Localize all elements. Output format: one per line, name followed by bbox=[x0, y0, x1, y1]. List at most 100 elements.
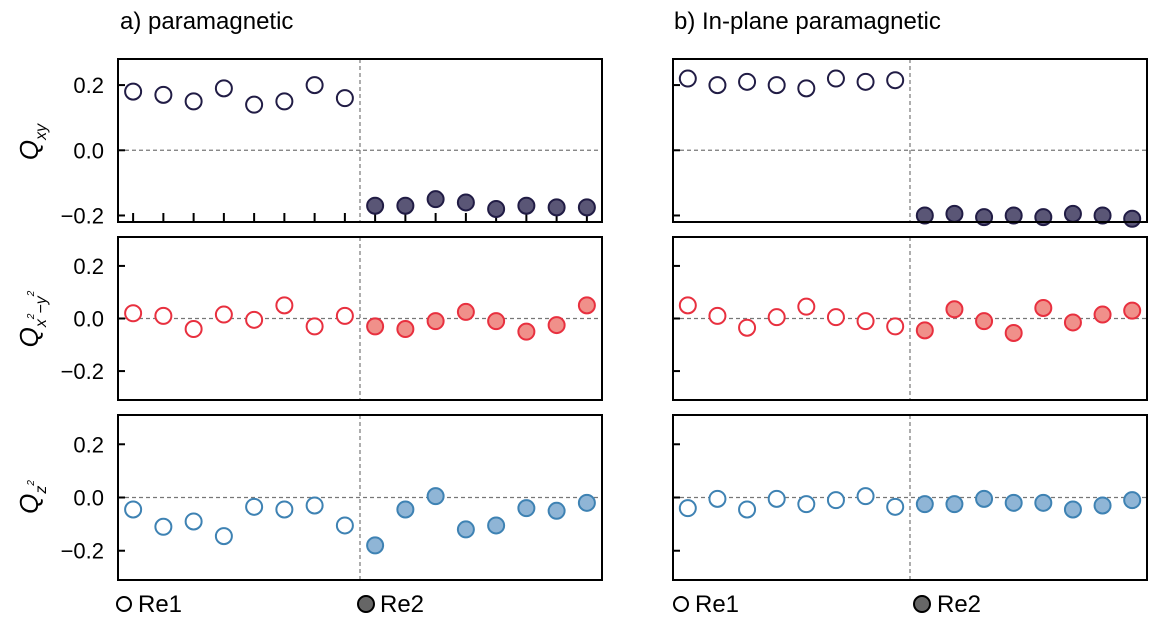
panel-b-qx2y2-re2-point bbox=[1004, 323, 1023, 342]
panel-b-qx2y2-re1-point bbox=[708, 306, 727, 325]
legend-label-re1-a: Re1 bbox=[138, 591, 182, 618]
panel-a-title: a) paramagnetic bbox=[120, 8, 293, 35]
panel-a-qxy-re1-point bbox=[245, 95, 264, 114]
panel-a-qz2-re2-point bbox=[547, 501, 566, 520]
panel-a-qxy-re1-point bbox=[124, 82, 143, 101]
panel-b-qx2y2-re2-point bbox=[975, 312, 994, 331]
panel-a-qxy-ytick-label: −0.2 bbox=[61, 203, 104, 228]
panel-a-qz2-re2-point bbox=[577, 493, 596, 512]
panel-a-qz2-re1-point bbox=[305, 496, 324, 515]
panel-a-qxy-frame bbox=[117, 58, 603, 223]
panel-b-qxy-re2-point bbox=[1004, 206, 1023, 225]
panel-a-qx2y2-re1-point bbox=[245, 310, 264, 329]
ylabel-qx2y2: Qx2−y2 bbox=[14, 290, 50, 347]
panel-b-qx2y2-re1-point bbox=[797, 297, 816, 316]
panel-b-qx2y2-re2-point bbox=[945, 300, 964, 319]
panel-b-qz2-re1-point bbox=[708, 489, 727, 508]
panel-b-qxy-re1-point bbox=[826, 69, 845, 88]
panel-b-qz2-re2-point bbox=[1004, 493, 1023, 512]
panel-b-qxy-re1-point bbox=[797, 79, 816, 98]
panel-a-qz2-re2-point bbox=[487, 516, 506, 535]
panel-b-qx2y2-re2-point bbox=[1093, 305, 1112, 324]
legend-label-re2-b: Re2 bbox=[937, 591, 981, 618]
panel-a-qz2-re2-point bbox=[456, 520, 475, 539]
panel-b-qxy-re2-point bbox=[1063, 204, 1082, 223]
panel-b-qz2-frame bbox=[672, 414, 1148, 581]
panel-a-qx2y2-re2-point bbox=[456, 302, 475, 321]
panel-b-qz2-re1-point bbox=[797, 495, 816, 514]
ylabel-qz2: Qz2 bbox=[14, 480, 50, 514]
panel-a-qx2y2-ytick-label: −0.2 bbox=[61, 359, 104, 384]
panel-a-qz2-re1-point bbox=[214, 527, 233, 546]
panel-a-qz2-re1-point bbox=[275, 500, 294, 519]
panel-a-qx2y2-re2-point bbox=[366, 317, 385, 336]
panel-b-qz2-re1-point bbox=[856, 487, 875, 506]
ylabel-qxy: Qxy bbox=[14, 123, 50, 160]
panel-a-qz2-re1-point bbox=[124, 500, 143, 519]
panel-a-qx2y2-re1-point bbox=[275, 296, 294, 315]
panel-a-qz2-re1-point bbox=[154, 517, 173, 536]
panel-b-qx2y2-re2-point bbox=[1034, 298, 1053, 317]
panel-a-qz2-re2-point bbox=[396, 500, 415, 519]
panel-a-qx2y2-frame bbox=[117, 236, 603, 401]
panel-b-qz2-re2-point bbox=[1123, 491, 1142, 510]
panel-a-qz2-re1-point bbox=[335, 516, 354, 535]
panel-b-qz2-re1-point bbox=[826, 491, 845, 510]
panel-a-qz2-re2-point bbox=[517, 499, 536, 518]
panel-b-qx2y2-re1-point bbox=[856, 312, 875, 331]
panel-b-qx2y2-re1-point bbox=[767, 308, 786, 327]
panel-b-qz2-re1-point bbox=[886, 497, 905, 516]
panel-a-qx2y2-re2-point bbox=[517, 322, 536, 341]
panel-a-qx2y2-re1-point bbox=[305, 317, 324, 336]
legend-label-re1-b: Re1 bbox=[695, 591, 739, 618]
panel-a-qx2y2-ytick-label: 0.2 bbox=[73, 254, 104, 279]
legend-marker-re2-a bbox=[357, 595, 375, 613]
panel-a-qx2y2-re1-point bbox=[124, 304, 143, 323]
panel-a-qz2-ytick-label: 0.2 bbox=[73, 432, 104, 457]
panel-b-qxy-re1-point bbox=[738, 72, 757, 91]
panel-a-qxy-re1-point bbox=[214, 79, 233, 98]
panel-a-qx2y2-ytick-label: 0.0 bbox=[73, 307, 104, 332]
panel-a-qz2-re2-point bbox=[426, 487, 445, 506]
panel-a-qx2y2-re2-point bbox=[577, 296, 596, 315]
panel-a-qz2-frame bbox=[117, 414, 603, 581]
panel-b-qxy-re2-point bbox=[1093, 206, 1112, 225]
panel-b-qz2-re2-point bbox=[1034, 493, 1053, 512]
panel-a-qxy-re1-point bbox=[154, 85, 173, 104]
panel-a-qxy-re1-point bbox=[335, 89, 354, 108]
panel-a-qx2y2-re2-point bbox=[487, 312, 506, 331]
panel-a-qxy-re2-point bbox=[456, 193, 475, 212]
panel-b-qxy-re2-point bbox=[1123, 209, 1142, 228]
panel-b-qz2-re2-point bbox=[945, 495, 964, 514]
panel-a-qxy-re1-point bbox=[275, 92, 294, 111]
panel-a-qxy-re1-point bbox=[184, 92, 203, 111]
panel-a-qx2y2-re1-point bbox=[184, 320, 203, 339]
plots-layer: 0.2 0.0 −0.2 0.2 0.0 −0.2 0.2 0.0 −0.2 bbox=[61, 58, 1148, 581]
panel-a-qx2y2-re1-point bbox=[154, 306, 173, 325]
panel-a-qz2-re1-point bbox=[184, 512, 203, 531]
panel-a-qx2y2-re2-point bbox=[396, 320, 415, 339]
panel-a-qx2y2-re1-point bbox=[214, 305, 233, 324]
panel-b-qxy-re1-point bbox=[856, 72, 875, 91]
panel-b-qz2-re1-point bbox=[678, 499, 697, 518]
panel-b-qz2-re2-point bbox=[975, 489, 994, 508]
panel-a-qxy-re2-point bbox=[517, 196, 536, 215]
legend-label-re2-a: Re2 bbox=[380, 591, 424, 618]
panel-b-qxy-re1-point bbox=[678, 69, 697, 88]
panel-b-qz2-re2-point bbox=[1093, 496, 1112, 515]
panel-a-qxy-re1-point bbox=[305, 76, 324, 95]
panel-b-qx2y2-re1-point bbox=[678, 296, 697, 315]
panel-b-qz2-re2-point bbox=[915, 495, 934, 514]
panel-b-qxy-re2-point bbox=[915, 206, 934, 225]
panel-b-qxy-re2-point bbox=[945, 204, 964, 223]
panel-b-qz2-re1-point bbox=[738, 500, 757, 519]
panel-a-qz2-ytick-label: 0.0 bbox=[73, 486, 104, 511]
panel-a-qxy-ytick-label: 0.2 bbox=[73, 73, 104, 98]
panel-b-qx2y2-re2-point bbox=[1063, 313, 1082, 332]
legend-marker-re1-b bbox=[673, 596, 689, 612]
panel-b-qx2y2-re1-point bbox=[738, 318, 757, 337]
panel-a-qz2-re1-point bbox=[245, 497, 264, 516]
panel-a-qx2y2-re1-point bbox=[335, 306, 354, 325]
panel-b-title: b) In-plane paramagnetic bbox=[674, 8, 941, 35]
